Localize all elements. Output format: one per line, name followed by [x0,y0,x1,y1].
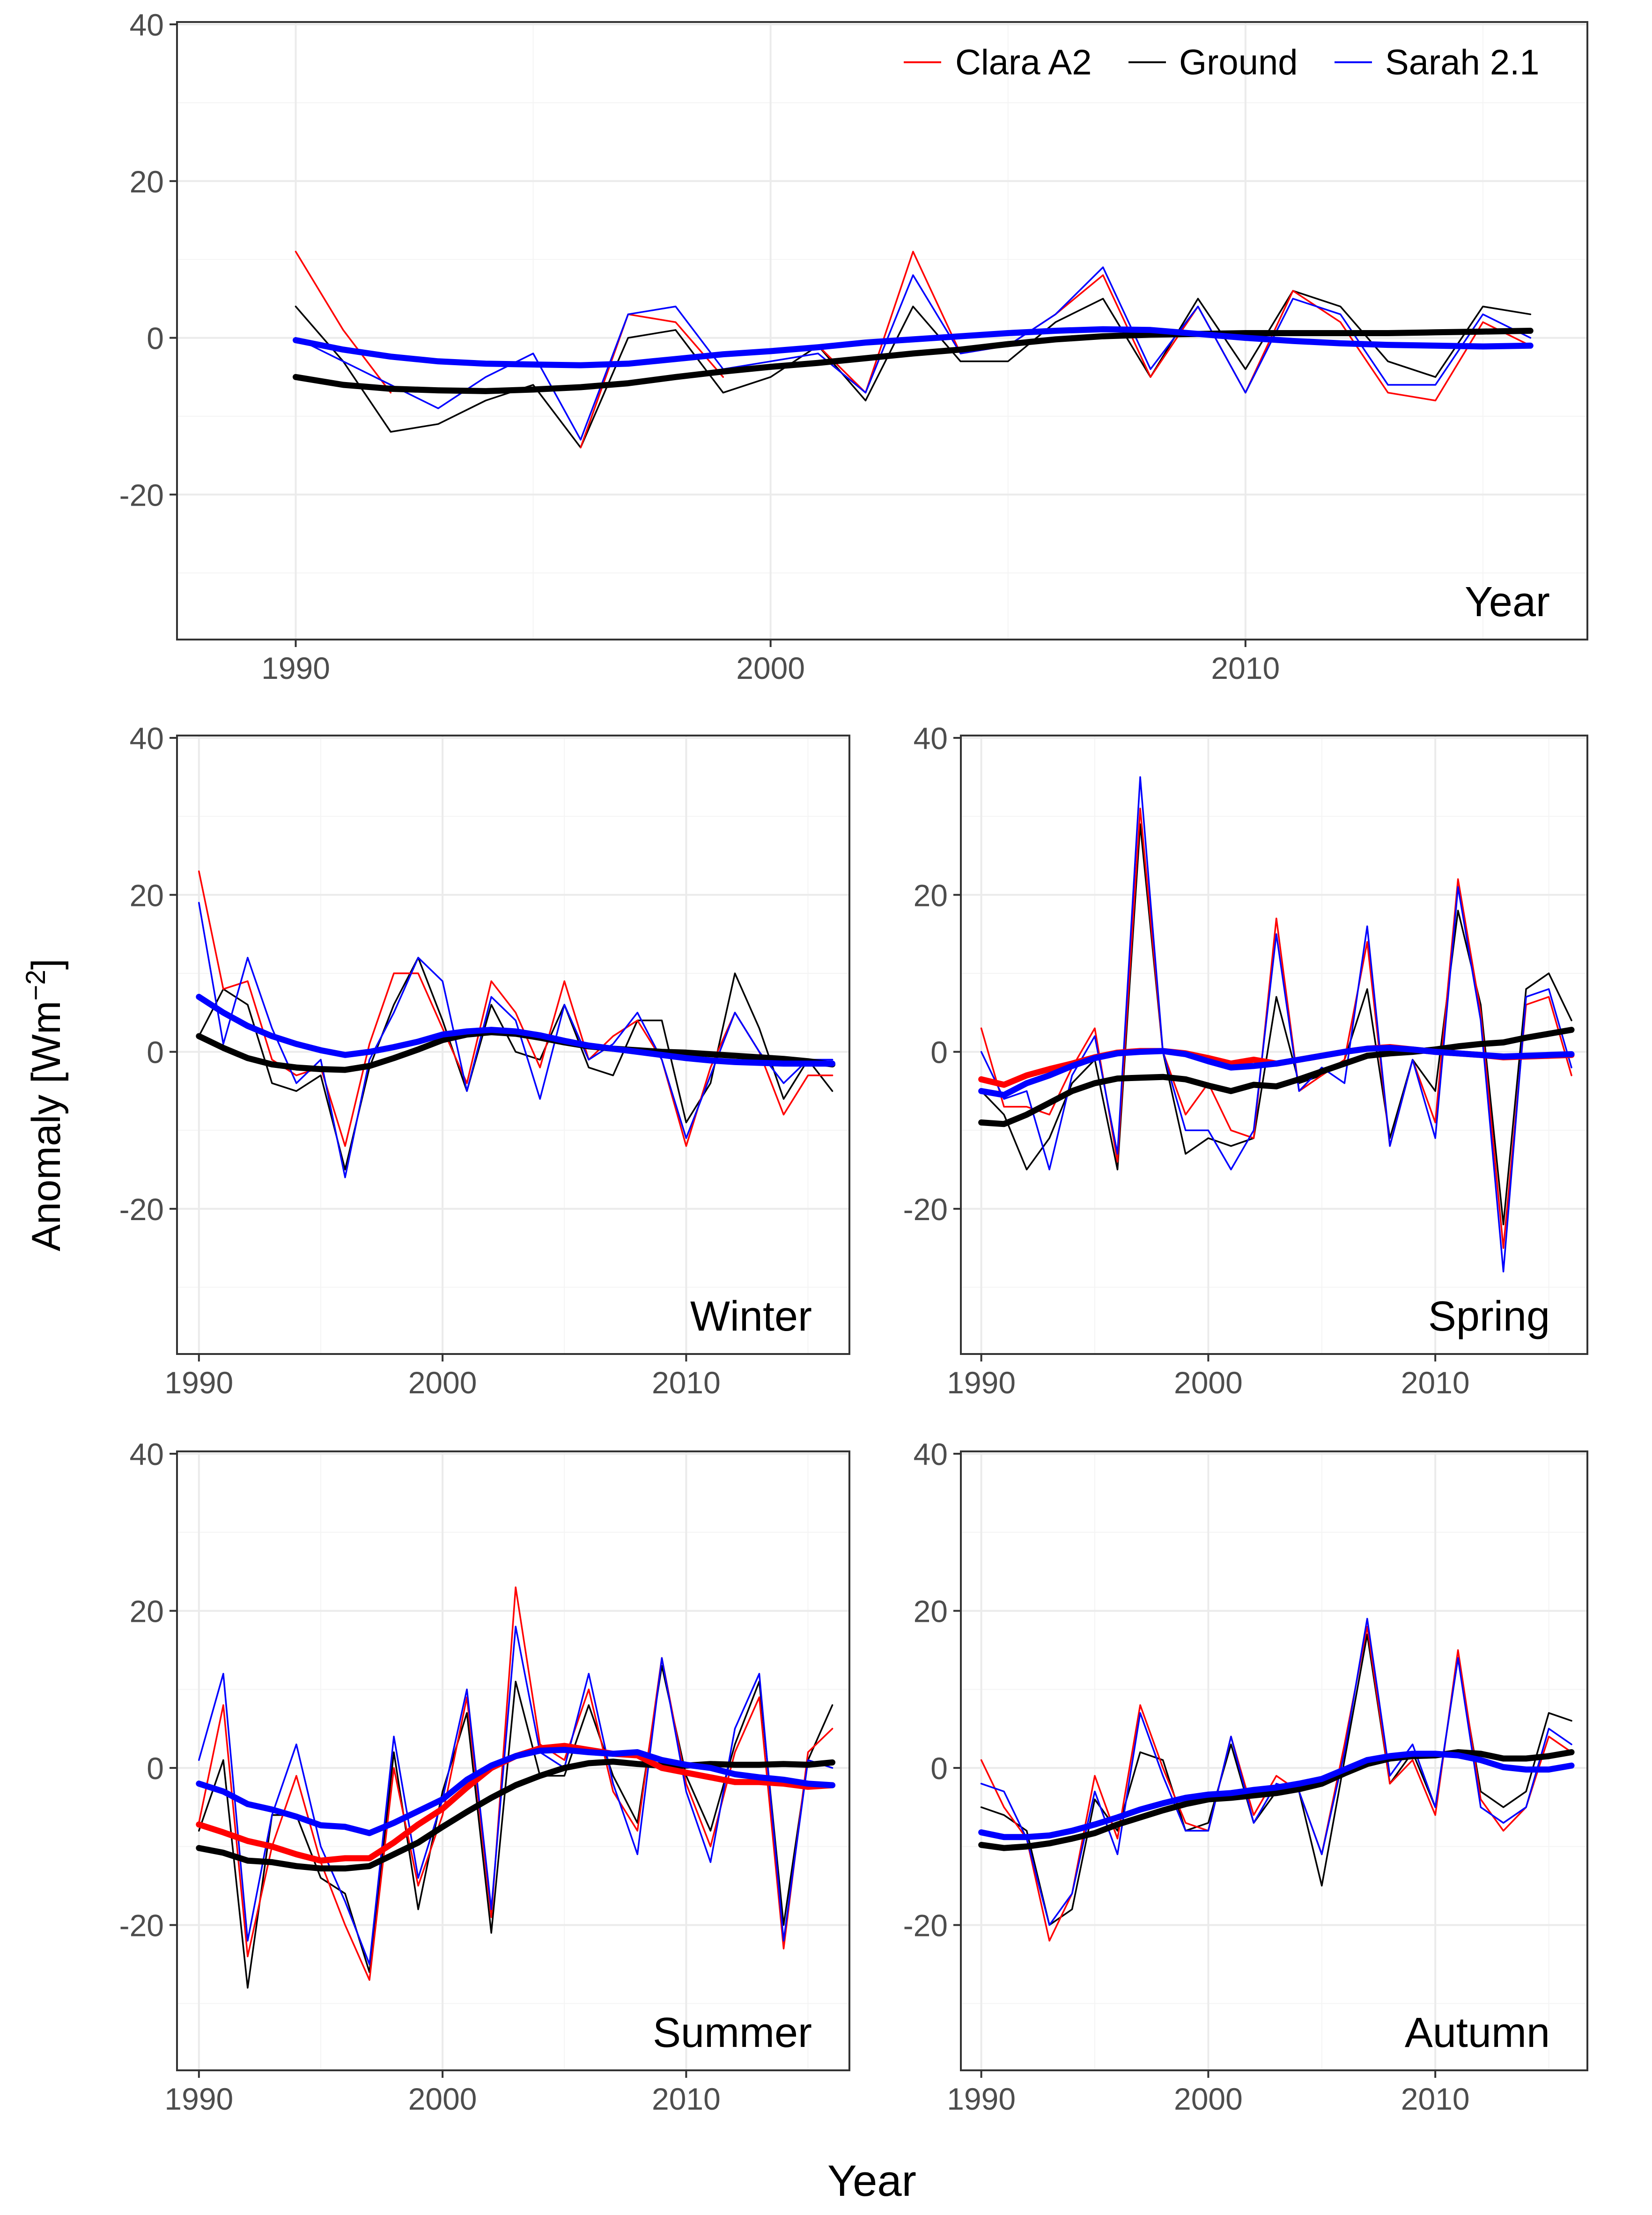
y-axis-title-main: Anomaly [Wm [24,1001,69,1251]
panel-summer: -20 0 20 40 1990 2000 2010 Summer [119,1437,850,2116]
x-tick-label: 1990 [947,1365,1016,1400]
x-tick-label: 1990 [164,1365,233,1400]
trend-line-ground [978,1027,1575,1127]
trend-line-sarah-2-1 [978,1751,1575,1840]
trend-line-sarah-2-1 [978,1045,1575,1098]
panel-background [177,1451,849,2070]
x-axis-title: Year [827,2156,916,2205]
x-tick-label: 1990 [947,2082,1016,2116]
y-tick-label: 0 [147,1035,164,1070]
y-tick-label: 20 [914,1594,948,1629]
panel-frame [176,735,850,1355]
series-line-clara-a2 [980,1626,1572,1942]
series-line-clara-a2 [980,808,1572,1249]
x-tick-label: 2010 [1211,651,1280,685]
panel-frame [176,1450,850,2071]
panel-year: -20 0 20 40 1990 2000 2010 Year [119,7,1588,685]
trend-line-sarah-2-1 [196,993,836,1067]
x-tick-label: 2000 [736,651,805,685]
x-tick-label: 2000 [408,2082,477,2116]
panel-winter: -20 0 20 40 1990 2000 2010 Winter [119,721,850,1400]
y-tick-label: -20 [903,1192,948,1227]
legend-label-ground: Ground [1179,43,1298,82]
panel-spring: -20 0 20 40 1990 2000 2010 Spring [903,721,1588,1400]
y-tick-label: 40 [914,721,948,756]
x-tick-label: 2000 [1174,2082,1243,2116]
y-tick-label: 0 [930,1751,948,1786]
y-tick-label: -20 [119,478,164,512]
trend-line-ground [196,1759,836,1872]
panel-autumn: -20 0 20 40 1990 2000 2010 Autumn [903,1437,1588,2116]
y-tick-label: 40 [130,1437,164,1472]
x-tick-label: 1990 [261,651,330,685]
y-tick-label: -20 [119,1192,164,1227]
panel-title-autumn: Autumn [1405,2009,1550,2056]
x-tick-label: 2000 [408,1365,477,1400]
panel-title-summer: Summer [653,2009,812,2056]
panel-title-winter: Winter [690,1293,812,1340]
series-line-clara-a2 [198,1586,833,1981]
trend-line-sarah-2-1 [196,1747,836,1836]
series-line-clara-a2 [295,250,1532,449]
legend: Clara A2 Ground Sarah 2.1 [904,43,1540,82]
x-tick-label: 1990 [164,2082,233,2116]
x-tick-label: 2010 [652,1365,721,1400]
panel-title-spring: Spring [1428,1293,1550,1340]
x-tick-label: 2000 [1174,1365,1243,1400]
y-tick-label: 20 [914,878,948,912]
trend-line-sarah-2-1 [293,326,1534,368]
legend-label-sarah-2-1: Sarah 2.1 [1385,43,1540,82]
y-axis-title-superscript: −2 [21,970,51,1001]
x-tick-label: 2010 [1401,2082,1470,2116]
x-tick-label: 2010 [1401,1365,1470,1400]
legend-label-clara-a2: Clara A2 [955,43,1092,82]
y-tick-label: -20 [903,1908,948,1943]
y-tick-label: 0 [147,1751,164,1786]
series-line-ground [198,957,833,1170]
panel-frame [176,21,1588,640]
y-axis-title-close: ] [24,958,69,970]
y-tick-label: 40 [130,721,164,756]
y-tick-label: 40 [130,7,164,42]
trend-line-ground [978,1749,1575,1851]
panel-background [177,736,849,1354]
panel-title-year: Year [1465,579,1550,625]
y-tick-label: 20 [130,878,164,912]
y-tick-label: 0 [147,321,164,356]
trend-line-ground [293,328,1534,394]
y-tick-label: 40 [914,1437,948,1472]
y-tick-label: 0 [930,1035,948,1070]
y-tick-label: -20 [119,1908,164,1943]
panel-frame [960,1450,1588,2071]
x-tick-label: 2010 [652,2082,721,2116]
y-tick-label: 20 [130,164,164,199]
series-line-ground [295,290,1532,449]
panel-frame [960,735,1588,1355]
series-line-sarah-2-1 [295,266,1532,441]
series-line-clara-a2 [198,870,833,1147]
y-axis-title: Anomaly [Wm−2] [21,958,69,1251]
y-tick-label: 20 [130,1594,164,1629]
series-line-sarah-2-1 [198,902,833,1178]
